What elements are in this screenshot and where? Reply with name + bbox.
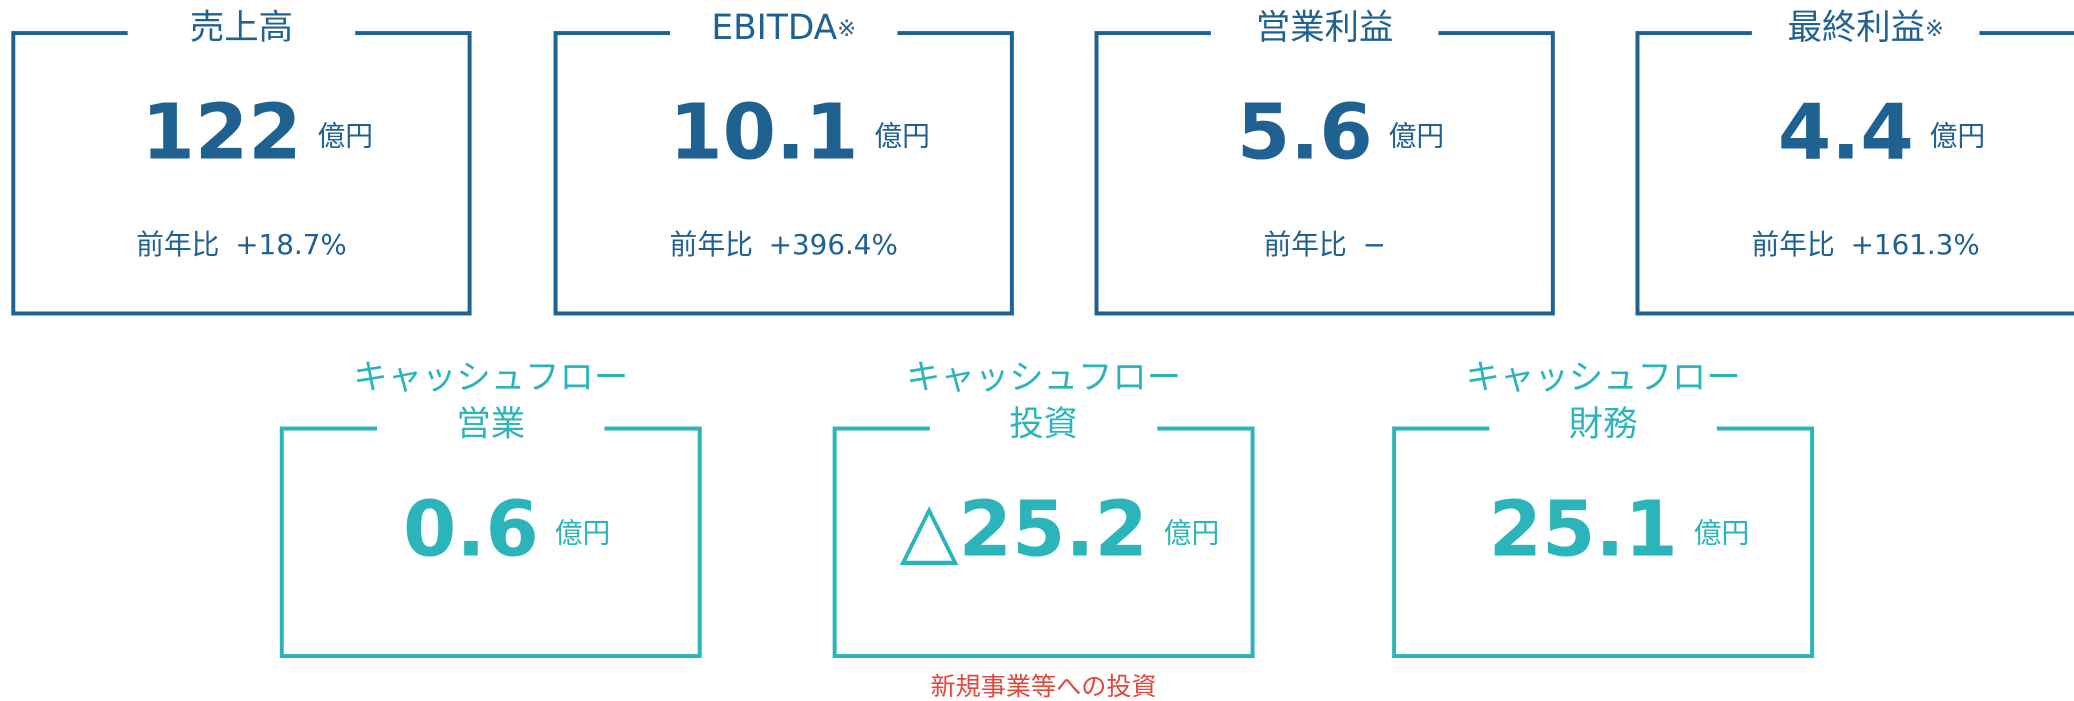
title-text: 最終利益	[1787, 8, 1925, 48]
value-line: 5.6 億円	[1237, 89, 1444, 178]
card-title: 売上高	[190, 8, 293, 48]
title-text: 営業利益	[1256, 8, 1394, 48]
comparison: 前年比 +396.4%	[670, 228, 898, 261]
title-mark: ※	[837, 16, 856, 42]
comparison: 前年比 +18.7%	[136, 228, 347, 261]
card-title: 営業利益	[1256, 8, 1394, 48]
value: △25.2	[900, 485, 1148, 574]
value: 10.1	[669, 89, 858, 178]
unit: 億円	[1694, 516, 1750, 549]
unit: 億円	[318, 120, 374, 153]
value: 122	[142, 89, 302, 178]
comparison-label: 前年比	[670, 228, 753, 261]
title-gap	[127, 27, 356, 39]
title-gap	[377, 423, 605, 434]
unit: 億円	[1164, 516, 1220, 549]
value-line: 25.1 億円	[1489, 485, 1750, 574]
title-text: 売上高	[190, 8, 293, 48]
comparison: 前年比 +161.3%	[1751, 228, 1979, 261]
value: 25.1	[1489, 485, 1678, 574]
title-gap	[1751, 27, 1980, 39]
comparison: 前年比 −	[1263, 228, 1385, 261]
comparison-value: +396.4%	[769, 228, 898, 261]
title-gap	[669, 27, 898, 39]
comparison-value: −	[1363, 228, 1386, 261]
card-title-line2: 投資	[1009, 404, 1078, 444]
comparison-value: +18.7%	[235, 228, 346, 261]
card-title: EBITDA※	[711, 8, 856, 48]
card-title-line1: キャッシュフロー	[1466, 358, 1741, 398]
value-line: 4.4 億円	[1778, 89, 1985, 178]
comparison-label: 前年比	[1263, 228, 1346, 261]
comparison-label: 前年比	[136, 228, 219, 261]
unit: 億円	[1930, 120, 1986, 153]
card-title-line2: 財務	[1569, 404, 1638, 444]
value-line: △25.2 億円	[900, 485, 1220, 574]
unit: 億円	[555, 516, 611, 549]
investment-note: 新規事業等への投資	[931, 672, 1157, 701]
title-text: EBITDA	[711, 8, 837, 48]
comparison-value: +161.3%	[1851, 228, 1980, 261]
unit: 億円	[1389, 120, 1445, 153]
card-title: 最終利益※	[1787, 8, 1943, 48]
title-gap	[929, 423, 1158, 434]
value: 0.6	[403, 485, 539, 574]
comparison-label: 前年比	[1751, 228, 1834, 261]
title-mark: ※	[1925, 16, 1944, 42]
title-gap	[1210, 27, 1439, 39]
unit: 億円	[874, 120, 930, 153]
card-title-line1: キャッシュフロー	[906, 358, 1181, 398]
card-title-line1: キャッシュフロー	[353, 358, 628, 398]
value: 5.6	[1237, 89, 1373, 178]
value-line: 0.6 億円	[403, 485, 610, 574]
card-title-line2: 営業	[456, 404, 525, 444]
value: 4.4	[1778, 89, 1914, 178]
value-line: 10.1 億円	[669, 89, 930, 178]
title-gap	[1489, 423, 1717, 434]
value-line: 122 億円	[142, 89, 374, 178]
